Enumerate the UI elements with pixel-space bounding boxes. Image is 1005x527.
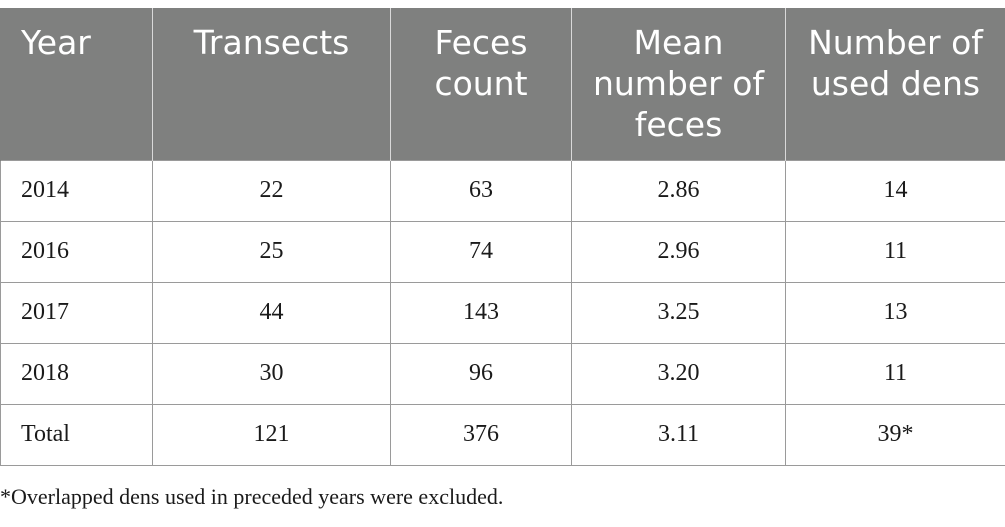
table-row: 2018 30 96 3.20 11 xyxy=(0,342,1005,405)
header-mean-number-of-feces: Mean number of feces xyxy=(571,8,786,160)
header-row: Year Transects Feces count Mean number o… xyxy=(0,8,1005,160)
cell-feces-count: 143 xyxy=(390,281,572,344)
table-row: 2016 25 74 2.96 11 xyxy=(0,220,1005,283)
cell-feces-count: 376 xyxy=(390,403,572,466)
cell-transects: 30 xyxy=(152,342,391,405)
cell-transects: 121 xyxy=(152,403,391,466)
cell-mean-feces: 2.86 xyxy=(571,159,786,222)
cell-used-dens: 14 xyxy=(785,159,1005,222)
den-survey-table: Year Transects Feces count Mean number o… xyxy=(0,8,1005,466)
cell-mean-feces: 3.20 xyxy=(571,342,786,405)
table-row-total: Total 121 376 3.11 39* xyxy=(0,403,1005,466)
cell-year: 2014 xyxy=(0,159,153,222)
cell-feces-count: 74 xyxy=(390,220,572,283)
cell-mean-feces: 2.96 xyxy=(571,220,786,283)
table-row: 2014 22 63 2.86 14 xyxy=(0,159,1005,222)
header-number-of-used-dens: Number of used dens xyxy=(785,8,1005,160)
cell-transects: 22 xyxy=(152,159,391,222)
cell-year: 2016 xyxy=(0,220,153,283)
cell-used-dens: 11 xyxy=(785,220,1005,283)
header-year: Year xyxy=(0,8,153,160)
cell-transects: 25 xyxy=(152,220,391,283)
header-feces-count: Feces count xyxy=(390,8,572,160)
table-row: 2017 44 143 3.25 13 xyxy=(0,281,1005,344)
cell-transects: 44 xyxy=(152,281,391,344)
cell-used-dens: 11 xyxy=(785,342,1005,405)
cell-feces-count: 63 xyxy=(390,159,572,222)
cell-year: 2018 xyxy=(0,342,153,405)
cell-used-dens: 39* xyxy=(785,403,1005,466)
header-transects: Transects xyxy=(152,8,391,160)
table-footnote: *Overlapped dens used in preceded years … xyxy=(0,484,504,509)
cell-mean-feces: 3.11 xyxy=(571,403,786,466)
cell-year: Total xyxy=(0,403,153,466)
data-table-container: Year Transects Feces count Mean number o… xyxy=(0,8,1005,466)
cell-mean-feces: 3.25 xyxy=(571,281,786,344)
cell-feces-count: 96 xyxy=(390,342,572,405)
cell-used-dens: 13 xyxy=(785,281,1005,344)
cell-year: 2017 xyxy=(0,281,153,344)
